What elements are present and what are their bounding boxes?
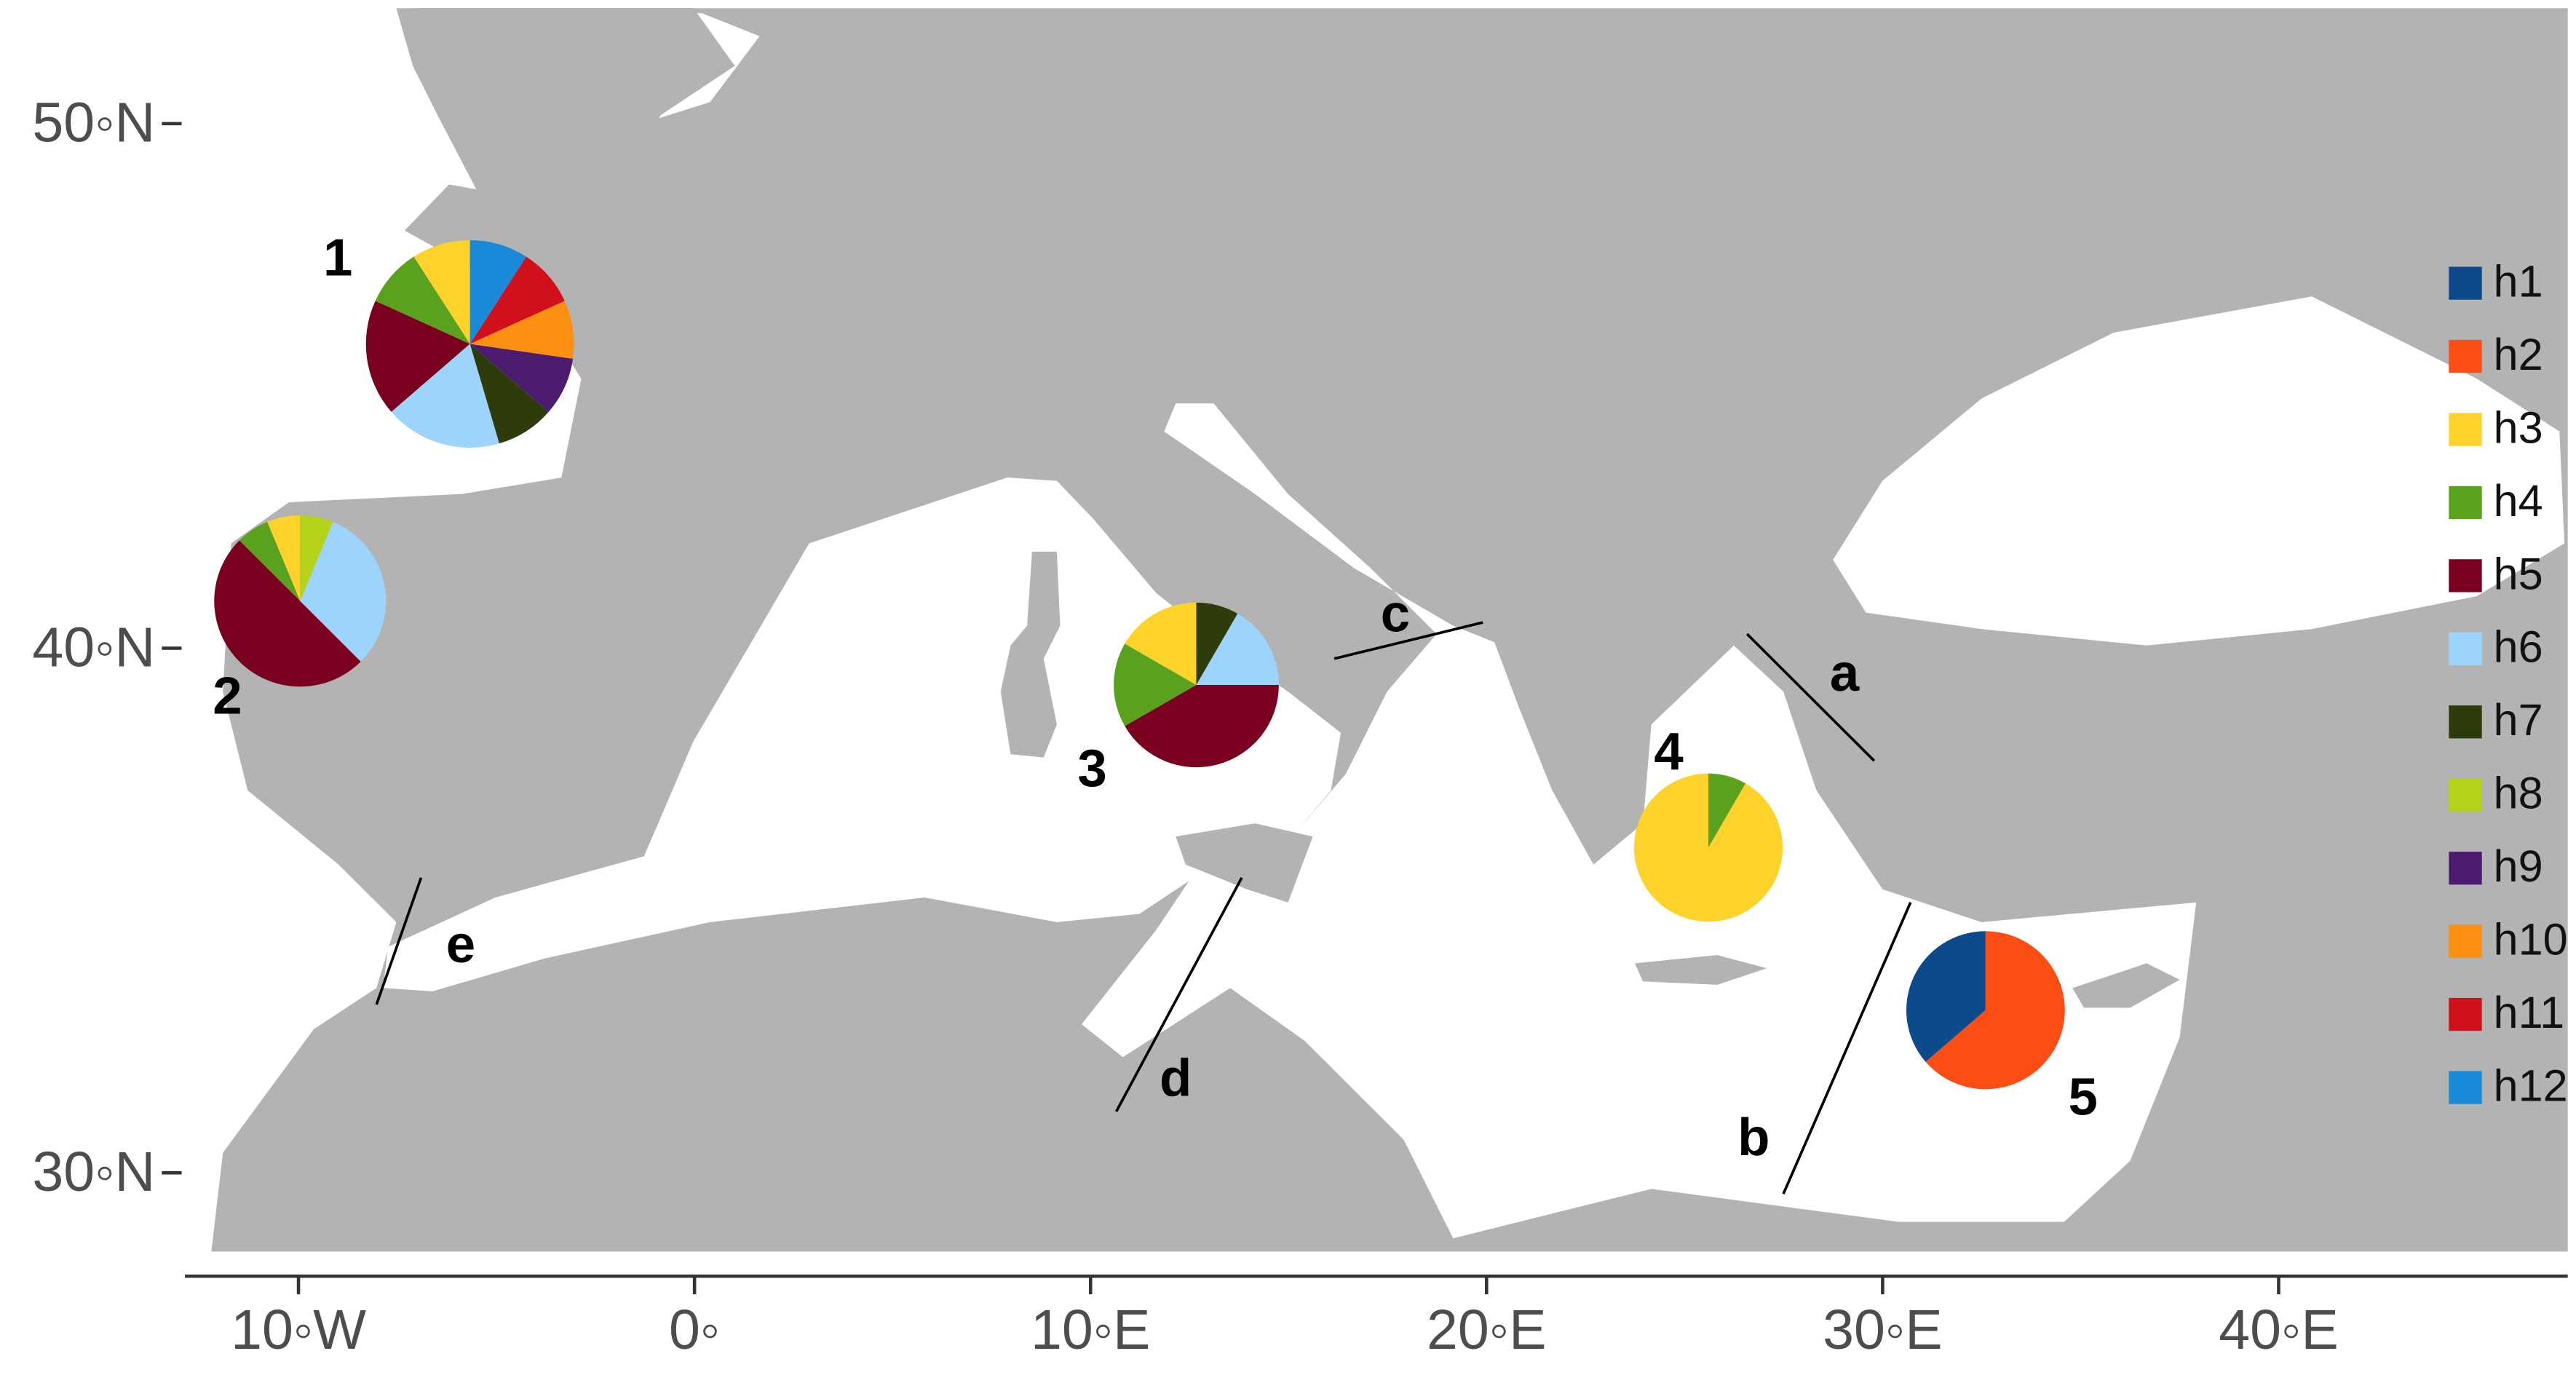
pie-slice [214,540,361,687]
y-tick-label: 40◦N [32,616,155,678]
legend-label: h11 [2494,988,2565,1037]
barrier-line [375,877,423,1005]
pie [1906,931,2065,1090]
barrier-label: a [1830,643,1860,702]
legend-label: h4 [2494,476,2543,526]
barrier-line [1333,621,1483,660]
site-label: 3 [1077,739,1106,798]
x-tick-label: 10◦E [1031,1299,1151,1361]
legend-swatch [2449,1071,2482,1104]
x-tick-label: 0◦ [669,1299,720,1361]
pie-slice [1125,602,1197,685]
legend-label: h6 [2494,622,2543,672]
pie-slice [267,515,301,601]
pie-slice [239,521,301,601]
legend-swatch [2449,413,2482,446]
legend-label: h12 [2494,1061,2568,1110]
pie-slice [469,256,565,344]
x-tick-label: 20◦E [1427,1299,1547,1361]
site-label: 4 [1654,722,1683,781]
pie-slice [469,344,574,412]
pie-slice [300,521,387,662]
barrier-line [1782,902,1912,1194]
legend-swatch [2449,559,2482,593]
sea [383,296,2565,1239]
legend-swatch [2449,486,2482,520]
x-tick-label: 10◦W [231,1299,366,1361]
legend-swatch [2449,339,2482,373]
legend-label: h9 [2494,841,2543,891]
islands [1000,551,2180,1008]
pie-slice [1125,684,1279,768]
pie-slice [469,240,526,344]
pie-slice [1114,643,1197,726]
pie-slice [1708,773,1746,848]
pie [214,515,387,687]
pie-slice [1925,931,2065,1090]
barrier-label: c [1381,585,1410,643]
barrier-label: e [446,915,475,974]
legend-label: h10 [2494,915,2568,964]
legend-swatch [2449,924,2482,958]
pie-slice [300,515,333,601]
pie-slice [1906,931,1986,1062]
barrier-label: d [1160,1049,1192,1108]
pie-slice [1196,614,1279,685]
pie [365,240,574,448]
pie-slice [375,256,470,344]
legend-label: h5 [2494,549,2543,598]
sicily [1176,823,1313,903]
pie [1633,773,1783,922]
legend-label: h2 [2494,330,2543,379]
legend-swatch [2449,852,2482,885]
site-label: 2 [213,667,242,726]
site-label: 1 [323,229,352,288]
x-tick-label: 40◦E [2219,1299,2339,1361]
barrier-line [1745,633,1876,762]
x-tick-label: 30◦E [1823,1299,1943,1361]
crete [1634,955,1767,985]
legend-swatch [2449,705,2482,739]
barrier-label: b [1737,1108,1769,1167]
legend-swatch [2449,632,2482,665]
pie-slice [469,301,574,359]
pie-slice [391,344,499,448]
legend-label: h3 [2494,403,2543,452]
legend-swatch [2449,266,2482,300]
barrier-lines [375,621,1912,1194]
site-label: 5 [2069,1067,2098,1126]
barrier-line [1114,876,1243,1112]
cyprus [2072,963,2180,1008]
pie [1114,602,1279,768]
legend-label: h8 [2494,769,2543,818]
legend-swatch [2449,997,2482,1031]
corsica-sardinia [1000,551,1061,758]
pie-slice [469,344,549,444]
legend-label: h1 [2494,257,2543,306]
pie-slice [413,240,470,344]
britain [396,8,735,206]
pie-slice [1196,602,1238,685]
pie-slice [365,301,470,412]
mediterranean [383,403,2197,1239]
y-tick-label: 30◦N [32,1141,155,1203]
y-tick-label: 50◦N [32,92,155,154]
legend-label: h7 [2494,695,2543,745]
black-sea [1833,296,2565,646]
legend-swatch [2449,778,2482,812]
